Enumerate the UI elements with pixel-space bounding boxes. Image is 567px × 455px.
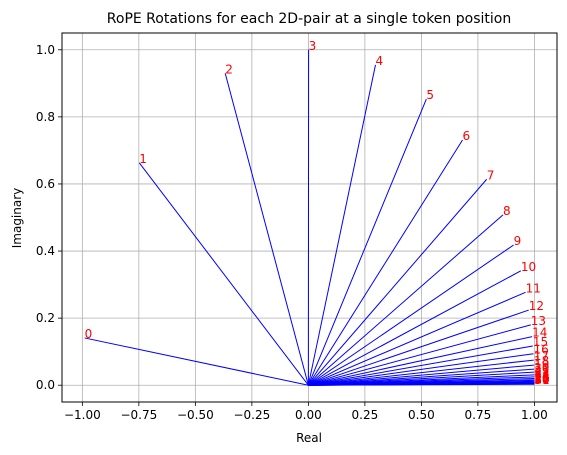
point-label-11: 11 (526, 281, 541, 295)
point-label-13: 13 (531, 314, 546, 328)
x-tick-label: 0.00 (295, 408, 322, 422)
point-label-5: 5 (426, 88, 434, 102)
x-axis-label: Real (296, 431, 322, 445)
point-label-1: 1 (139, 152, 147, 166)
point-label-27: 27 (534, 372, 549, 386)
segment-5 (307, 98, 427, 386)
point-label-7: 7 (487, 168, 495, 182)
segment-6 (307, 139, 463, 386)
chart-title: RoPE Rotations for each 2D-pair at a sin… (107, 11, 511, 27)
point-label-6: 6 (463, 129, 471, 143)
segment-11 (308, 291, 526, 386)
y-tick-label: 1.0 (36, 43, 55, 57)
point-label-29: 29 (534, 373, 549, 387)
point-label-0: 0 (85, 327, 93, 341)
point-label-4: 4 (376, 54, 384, 68)
point-label-30: 30 (534, 373, 549, 387)
grid-lines (62, 33, 557, 402)
segment-16 (308, 353, 534, 386)
y-axis-label: Imaginary (10, 188, 24, 249)
point-label-22: 22 (534, 366, 549, 380)
point-label-14: 14 (532, 326, 547, 340)
segment-7 (307, 178, 488, 386)
segment-10 (308, 270, 522, 386)
point-label-25: 25 (534, 370, 549, 384)
segment-14 (308, 336, 533, 386)
segment-8 (308, 214, 504, 386)
point-labels: 0123456789101112131415161718192021222324… (85, 39, 550, 387)
y-tick-label: 0.6 (36, 177, 55, 191)
x-tick-label: −1.00 (64, 408, 101, 422)
x-tick-label: −0.75 (120, 408, 157, 422)
plot-frame (61, 32, 558, 403)
x-tick-label: −0.50 (177, 408, 214, 422)
segment-1 (138, 162, 309, 386)
y-tick-label: 0.4 (36, 244, 55, 258)
segment-13 (308, 324, 531, 386)
point-label-9: 9 (514, 234, 522, 248)
segment-17 (308, 359, 534, 386)
segment-18 (308, 364, 534, 386)
x-tick-label: 0.25 (352, 408, 379, 422)
point-label-26: 26 (534, 371, 549, 385)
y-tick-label: 0.2 (36, 311, 55, 325)
x-tick-label: −0.25 (233, 408, 270, 422)
point-label-18: 18 (534, 354, 549, 368)
segment-12 (308, 309, 529, 386)
point-label-2: 2 (225, 62, 233, 76)
point-label-8: 8 (503, 204, 511, 218)
point-label-24: 24 (534, 369, 549, 383)
point-label-12: 12 (529, 299, 544, 313)
segment-31 (308, 383, 535, 386)
point-label-15: 15 (533, 335, 548, 349)
rotation-segments (84, 49, 535, 386)
point-label-17: 17 (534, 349, 549, 363)
y-tick-label: 0.0 (36, 378, 55, 392)
point-label-3: 3 (309, 39, 317, 53)
x-axis-ticks: −1.00 −0.75 −0.50 −0.25 0.00 0.25 0.50 0.75 1.00 (64, 402, 548, 422)
x-tick-label: 0.50 (408, 408, 435, 422)
point-label-20: 20 (534, 361, 549, 375)
point-label-21: 21 (534, 364, 549, 378)
y-axis-ticks: 0.0 0.2 0.4 0.6 0.8 1.0 (36, 43, 62, 392)
point-label-16: 16 (533, 343, 548, 357)
segment-9 (308, 244, 514, 386)
x-tick-label: 1.00 (521, 408, 548, 422)
point-label-31: 31 (534, 373, 549, 387)
y-tick-label: 0.8 (36, 110, 55, 124)
segment-2 (224, 73, 309, 386)
point-label-19: 19 (534, 358, 549, 372)
point-label-10: 10 (521, 260, 536, 274)
segment-19 (308, 368, 535, 386)
x-tick-label: 0.75 (465, 408, 492, 422)
segment-4 (307, 64, 376, 386)
point-label-23: 23 (534, 368, 549, 382)
segment-15 (308, 345, 533, 386)
point-label-28: 28 (534, 372, 549, 386)
segment-0 (84, 337, 309, 386)
